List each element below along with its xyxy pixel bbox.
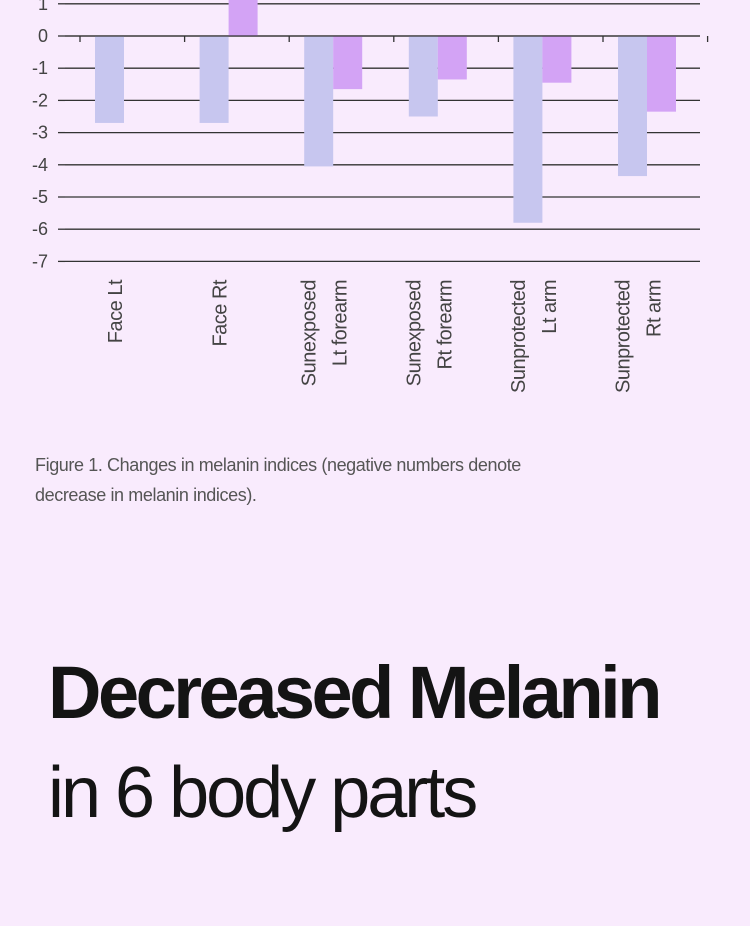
bar-s1-c3 <box>304 36 334 167</box>
bar-s2-c4 <box>437 36 467 80</box>
bar-s2-c2 <box>228 0 258 36</box>
y-tick-label: -3 <box>32 123 48 143</box>
bar-s1-c2 <box>199 36 229 123</box>
figure-caption: Figure 1. Changes in melanin indices (ne… <box>35 455 521 505</box>
x-category-label: Face Lt <box>105 279 127 343</box>
y-tick-label: -6 <box>32 219 48 239</box>
bar-s2-c5 <box>542 36 572 83</box>
bar-s1-c1 <box>95 36 124 123</box>
x-category-label: Rt forearm <box>434 280 456 369</box>
x-category-label: Lt arm <box>539 280 561 334</box>
y-tick-label: 1 <box>38 0 48 14</box>
x-category-label: Lt forearm <box>330 280 352 366</box>
x-category-label: Sunexposed <box>299 280 321 386</box>
y-tick-label: 0 <box>38 26 48 46</box>
bar-s1-c5 <box>513 36 543 223</box>
y-tick-label: -1 <box>32 58 48 78</box>
y-tick-label: -4 <box>32 155 48 175</box>
x-category-label: Rt arm <box>644 280 666 337</box>
bar-s2-c6 <box>647 36 676 112</box>
bar-s1-c4 <box>408 36 438 117</box>
x-category-label: Sunprotected <box>508 280 530 393</box>
bar-s1-c6 <box>618 36 647 177</box>
y-tick-label: -7 <box>32 251 48 271</box>
x-category-label: Sunprotected <box>613 280 635 393</box>
headline: Decreased Melanin <box>48 651 662 734</box>
y-tick-label: -2 <box>32 90 48 110</box>
x-category-label: Face Rt <box>210 279 232 346</box>
bar-s2-c3 <box>333 36 363 90</box>
subheadline: in 6 body parts <box>48 753 478 833</box>
x-category-label: Sunexposed <box>403 280 425 386</box>
bar-chart: 1 0 -1 -2 -3 -4 -5 -6 -7 Face Lt Face Rt Sunexposed… <box>32 0 709 393</box>
y-tick-label: -5 <box>32 187 48 207</box>
